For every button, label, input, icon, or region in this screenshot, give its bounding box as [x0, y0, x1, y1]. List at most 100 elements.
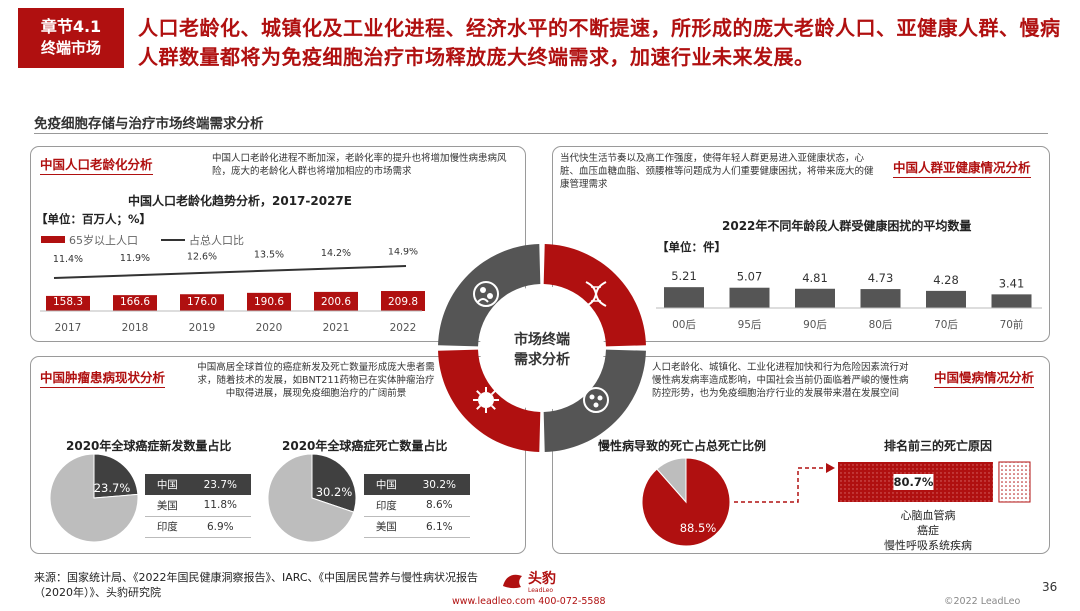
aging-chart: 158.3 11.4% 2017 166.6 11.9% 2018 176.0 12.6% 20…: [40, 248, 425, 334]
tumor-table2-value: 6.1%: [408, 516, 470, 538]
aging-legend-bar-swatch: [41, 236, 65, 243]
subhealth-x-tick: 90后: [803, 319, 827, 331]
aging-bar: [314, 291, 358, 311]
subhealth-title: 中国人群亚健康情况分析: [893, 157, 1031, 178]
aging-legend-line-label: 占总人口比: [189, 234, 244, 247]
subhealth-bar: [795, 288, 835, 308]
tumor-note: 中国高居全球首位的癌症新发及死亡数量形成庞大患者需求，随着技术的发展，如BNT2…: [197, 362, 435, 399]
svg-text:LeadLeo: LeadLeo: [528, 587, 553, 594]
dna-icon: [585, 281, 607, 307]
chronic-note: 人口老龄化、城镇化、工业化进程加快和行为危险因素流行对慢性病发病率造成影响，中国…: [652, 362, 909, 399]
aging-line-series: [53, 265, 407, 279]
tumor-pie2-slice: [311, 453, 357, 513]
tumor-table2-value: 30.2%: [408, 474, 470, 495]
tumor-table1-country: 美国: [145, 495, 190, 517]
tumor-pie2: 30.2%: [267, 453, 357, 543]
tumor-pie1-title: 2020年全球癌症新发数量占比: [66, 439, 232, 453]
chronic-causes-label-box: [893, 474, 934, 490]
tumor-table2-country: 印度: [364, 495, 409, 517]
subhealth-x-tick: 80后: [869, 319, 893, 331]
tumor-pie1-slice: [49, 453, 139, 543]
death-cause-item: 癌症: [917, 524, 939, 537]
subhealth-bar-label: 4.28: [933, 273, 959, 287]
chronic-pie-slice: [656, 457, 687, 504]
chronic-pie-slice: [641, 457, 731, 547]
tumor-title: 中国肿瘤患病现状分析: [40, 367, 166, 388]
figures-icon: [473, 281, 499, 307]
aging-bar-label: 158.3: [53, 296, 83, 308]
aging-bar: [46, 295, 90, 311]
tumor-table2-row: 美国 6.1%: [364, 516, 470, 538]
donut-center: [480, 286, 604, 410]
arrow-connector: [734, 463, 835, 503]
aging-x-tick: 2017: [55, 322, 82, 334]
aging-line-label: 11.9%: [120, 253, 150, 264]
donut-label-line1: 市场终端: [514, 331, 570, 348]
aging-x-tick: 2022: [390, 322, 417, 334]
aging-bar: [180, 294, 224, 311]
svg-text:头豹: 头豹: [528, 570, 556, 587]
donut-segment-subhealth: [543, 349, 646, 452]
aging-bar-label: 190.6: [254, 296, 284, 308]
aging-bar: [113, 295, 157, 311]
subhealth-unit: 【单位：件】: [657, 240, 726, 254]
aging-x-tick: 2020: [256, 322, 283, 334]
tumor-table2-row: 印度 8.6%: [364, 495, 470, 517]
tumor-table1-value: 6.9%: [189, 516, 251, 538]
tumor-table1-country: 印度: [145, 516, 190, 538]
tumor-table1-row: 印度 6.9%: [145, 516, 251, 538]
aging-line-label: 13.5%: [254, 249, 284, 260]
aging-line-label: 12.6%: [187, 251, 217, 262]
tumor-pie1-slice: [93, 453, 139, 499]
page-number: 36: [1042, 580, 1058, 594]
aging-x-tick: 2021: [323, 322, 350, 334]
aging-chart-title: 中国人口老龄化趋势分析，2017-2027E: [128, 194, 352, 208]
subhealth-bar: [664, 287, 704, 308]
subhealth-bar-label: 5.07: [737, 270, 763, 284]
chapter-number: 章节4.1: [40, 17, 102, 36]
virus-icon: [473, 387, 499, 413]
center-donut: 市场终端需求分析: [438, 244, 646, 452]
tumor-pie1-label: 23.7%: [94, 481, 131, 495]
subhealth-bar-label: 4.73: [868, 271, 894, 285]
chronic-causes-list: 心脑血管病癌症慢性呼吸系统疾病: [848, 508, 1008, 553]
chronic-pie-label: 88.5%: [680, 521, 717, 535]
chronic-pie: 88.5%: [641, 457, 731, 547]
chronic-causes-bar: 80.7%: [838, 461, 1031, 503]
subhealth-bar: [729, 287, 770, 308]
aging-unit: 【单位：百万人；%】: [36, 212, 152, 226]
death-cause-item: 慢性呼吸系统疾病: [884, 539, 972, 552]
subhealth-x-tick: 95后: [738, 319, 762, 331]
aging-line-label: 14.9%: [388, 248, 418, 257]
headline: 人口老龄化、城镇化及工业化进程、经济水平的不断提速，所形成的庞大老龄人口、亚健康…: [138, 16, 1061, 69]
subhealth-note: 当代快生活节奏以及高工作强度，使得年轻人群更易进入亚健康状态，心脏、血压血糖血脂…: [560, 153, 874, 190]
subhealth-bar: [991, 294, 1032, 308]
chronic-pie-title: 慢性病导致的死亡占总死亡比例: [598, 439, 767, 453]
tumor-table1-country: 中国: [145, 474, 190, 495]
aging-x-tick: 2018: [122, 322, 149, 334]
subhealth-x-tick: 00后: [672, 319, 696, 331]
tumor-pie2-title: 2020年全球癌症死亡数量占比: [282, 439, 448, 453]
tumor-table1: 中国 23.7% 美国 11.8% 印度 6.9%: [145, 474, 251, 538]
chronic-title: 中国慢病情况分析: [934, 367, 1035, 388]
tumor-table1-row: 美国 11.8%: [145, 495, 251, 517]
aging-bar-label: 209.8: [388, 296, 418, 308]
footer-contact: www.leadleo.com 400-072-5588: [452, 596, 606, 607]
chronic-causes-label: 80.7%: [894, 475, 934, 489]
tumor-pie2-slice: [267, 453, 355, 543]
aging-line-label: 11.4%: [53, 254, 83, 265]
subhealth-bar: [860, 289, 901, 308]
aging-x-tick: 2019: [189, 322, 216, 334]
aging-legend-bar-label: 65岁以上人口: [69, 234, 138, 247]
leadleo-logo: 头豹 LeadLeo: [500, 566, 570, 594]
subhealth-bar-label: 5.21: [671, 269, 697, 283]
tumor-pie2-label: 30.2%: [316, 485, 353, 499]
aging-legend-line-swatch: [161, 239, 185, 241]
aging-bar: [381, 291, 425, 311]
section-divider: [34, 133, 1048, 134]
footer-copyright: ©2022 LeadLeo: [944, 596, 1021, 607]
death-cause-item: 心脑血管病: [900, 509, 956, 522]
cells-icon: [583, 387, 609, 413]
subhealth-bar-label: 4.81: [802, 271, 828, 285]
aging-line-label: 14.2%: [321, 248, 351, 259]
